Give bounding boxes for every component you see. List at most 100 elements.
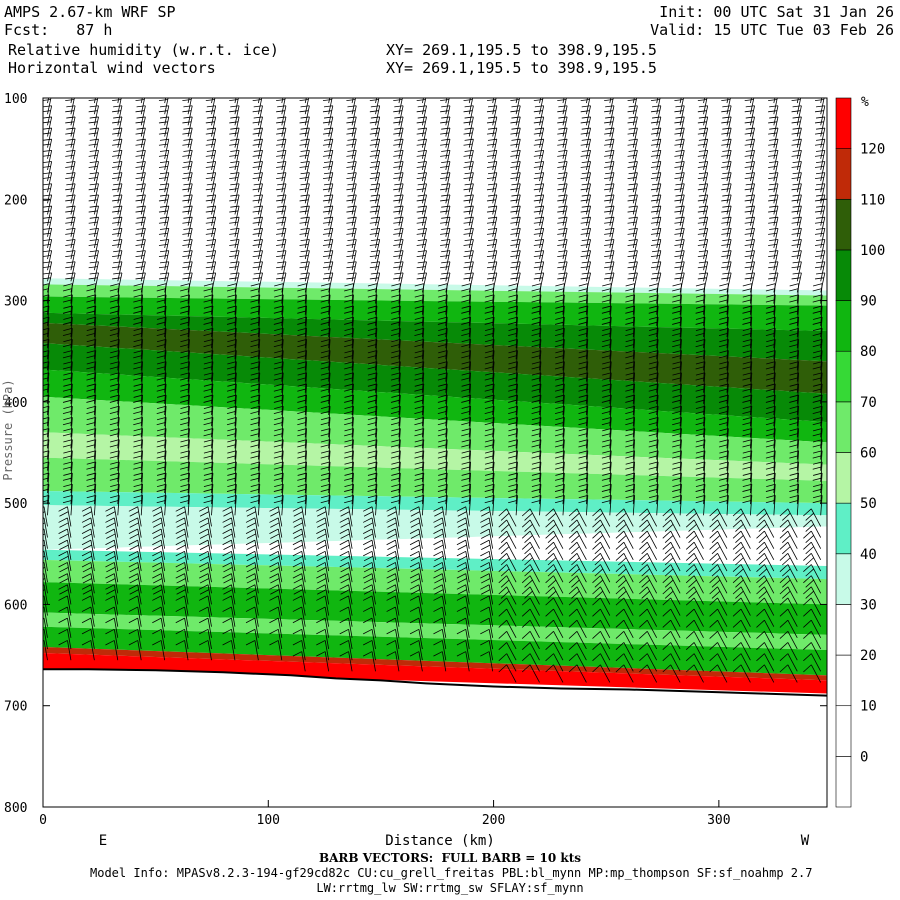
wind-barb-flag — [792, 88, 801, 89]
wind-barb — [137, 551, 142, 572]
wind-barb-flag — [625, 327, 635, 331]
wind-barb-flag — [732, 586, 742, 595]
wind-barb-flag — [524, 512, 533, 521]
wind-barb-flag — [367, 499, 377, 504]
wind-barb-flag — [531, 355, 541, 359]
rh-field — [43, 98, 827, 694]
wind-barb-flag — [414, 444, 424, 448]
wind-barb-flag — [320, 283, 331, 287]
wind-barb-flag — [58, 506, 68, 512]
wind-barb-flag — [300, 194, 310, 197]
wind-barb-flag — [152, 606, 162, 612]
wind-barb-flag — [252, 277, 262, 280]
wind-barb-flag — [369, 177, 379, 180]
wind-barb-flag — [269, 573, 279, 579]
wind-barb — [395, 618, 400, 638]
wind-barb-flag — [59, 567, 69, 573]
wind-barb-flag — [273, 488, 283, 492]
wind-barb-flag — [766, 428, 776, 432]
wind-barb-flag — [557, 243, 567, 246]
wind-barb — [670, 653, 681, 672]
wind-barb — [646, 631, 658, 650]
wind-barb-flag — [745, 205, 755, 208]
wind-barb-flag — [320, 477, 330, 481]
wind-barb-flag — [604, 266, 613, 269]
wind-barb-flag — [417, 149, 427, 152]
wind-barb-flag — [605, 127, 615, 130]
wind-barb-flag — [414, 310, 424, 314]
wind-barb-flag — [605, 116, 615, 119]
wind-barb-flag — [226, 421, 237, 426]
wind-barb-flag — [486, 232, 496, 235]
wind-barb-flag — [297, 388, 307, 392]
wind-barb — [184, 528, 189, 549]
wind-barb-flag — [133, 383, 143, 387]
wind-barb-flag — [461, 483, 471, 487]
wind-barb-flag — [156, 288, 166, 292]
wind-barb-flag — [276, 88, 285, 89]
wind-barb-flag — [615, 519, 625, 528]
wind-barb-flag — [481, 589, 491, 595]
wind-barb-flag — [58, 573, 68, 579]
wind-barb-flag — [488, 84, 497, 85]
wind-barb-flag — [133, 332, 143, 336]
wind-barb — [184, 629, 189, 650]
wind-barb-flag — [695, 283, 706, 287]
wind-barb-flag — [718, 499, 729, 504]
wind-barb-flag — [180, 421, 190, 426]
wind-barb-flag — [86, 416, 96, 421]
wind-barb-flag — [765, 288, 775, 292]
wind-barb-flag — [695, 355, 705, 359]
wind-barb-flag — [511, 216, 521, 219]
wind-barb-flag — [300, 138, 310, 141]
wind-barb-flag — [300, 105, 310, 108]
wind-barb-flag — [66, 161, 76, 164]
wind-barb — [160, 573, 166, 594]
wind-barb-flag — [274, 294, 284, 298]
wind-barb-flag — [580, 99, 590, 102]
wind-barb-flag — [722, 272, 732, 275]
wind-barb-flag — [340, 533, 350, 539]
wind-barb-flag — [363, 506, 373, 512]
wind-barb — [600, 542, 611, 561]
wind-barb-flag — [153, 578, 163, 584]
wind-barb-flag — [156, 394, 167, 398]
wind-barb-flag — [133, 439, 143, 443]
wind-barb-flag — [510, 243, 520, 246]
wind-barb-flag — [568, 519, 578, 528]
wind-barb-flag — [86, 377, 96, 381]
wind-barb-flag — [316, 584, 326, 590]
wind-barb-flag — [510, 266, 520, 269]
wind-barb-flag — [675, 227, 685, 230]
wind-barb-flag — [789, 299, 799, 303]
wind-barb-flag — [223, 567, 233, 573]
wind-barb-flag — [433, 528, 443, 534]
wind-barb-flag — [698, 127, 708, 130]
wind-barb-flag — [137, 95, 146, 96]
wind-barb-flag — [153, 544, 163, 551]
wind-barb-flag — [789, 439, 799, 443]
wind-barb-flag — [88, 121, 98, 124]
wind-barb-flag — [110, 439, 120, 443]
wind-barb-flag — [486, 132, 496, 135]
wind-barb-flag — [269, 550, 279, 557]
wind-barb-flag — [437, 455, 447, 459]
wind-barb-flag — [63, 283, 73, 287]
wind-barb-flag — [222, 562, 232, 568]
wind-barb-flag — [133, 288, 143, 292]
wind-barb-flag — [554, 310, 565, 314]
wind-barb-flag — [533, 199, 543, 202]
wind-barb-flag — [779, 631, 789, 639]
wind-barb — [787, 631, 798, 650]
wind-barb-flag — [531, 455, 541, 459]
wind-barb-flag — [133, 499, 143, 504]
wind-barb-flag — [206, 227, 216, 230]
wind-barb-flag — [792, 227, 802, 230]
wind-barb-flag — [297, 305, 307, 309]
wind-barb-flag — [393, 132, 403, 135]
wind-barb-flag — [63, 383, 73, 387]
wind-barb-flag — [698, 172, 708, 175]
wind-barb-flag — [156, 488, 166, 492]
wind-barb-flag — [601, 343, 611, 348]
wind-barb-flag — [206, 205, 216, 208]
